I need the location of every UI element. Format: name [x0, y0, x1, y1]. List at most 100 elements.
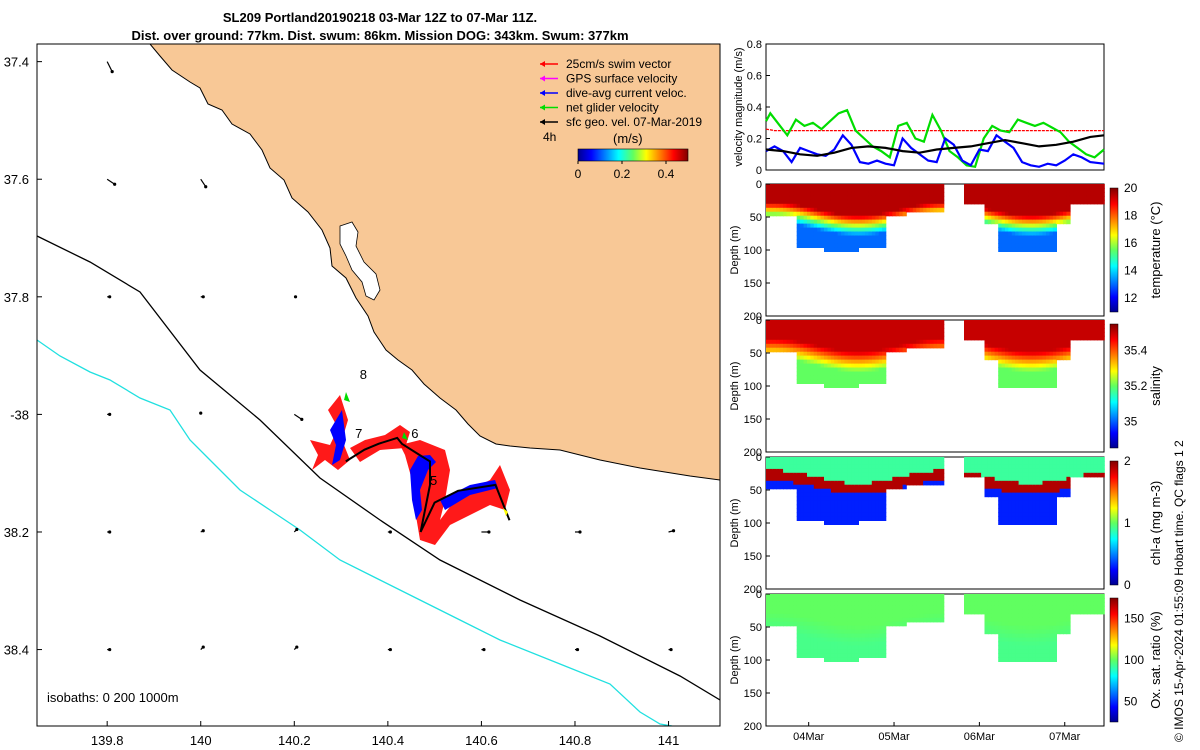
- profile-cell: [1032, 484, 1037, 490]
- profile-cell: [786, 188, 791, 193]
- profile-cell: [998, 480, 1003, 486]
- profile-cell: [861, 327, 866, 333]
- profile-cell: [854, 324, 859, 329]
- profile-cell: [919, 476, 924, 482]
- profile-cell: [861, 195, 866, 201]
- profile-cell: [929, 617, 935, 623]
- profile-cell: [858, 504, 863, 510]
- profile-cell: [1022, 320, 1027, 325]
- profile-cell: [1052, 645, 1057, 651]
- profile-cell: [933, 609, 938, 615]
- profile-cell: [800, 609, 805, 615]
- profile-cell: [807, 231, 812, 237]
- colorbar-tick-label: 0: [575, 167, 582, 181]
- profile-cell: [820, 343, 825, 349]
- profile-cell: [1039, 379, 1044, 384]
- profile-cell: [841, 504, 846, 510]
- profile-cell: [1046, 492, 1051, 498]
- profile-cell: [854, 476, 859, 482]
- profile-cell: [1028, 508, 1034, 514]
- profile-cell: [807, 641, 812, 647]
- profile-cell: [1001, 641, 1006, 647]
- profile-cell: [827, 347, 832, 353]
- profile-cell: [827, 195, 832, 201]
- profile-cell: [1049, 231, 1054, 237]
- profile-cell: [789, 605, 795, 611]
- profile-cell: [1005, 363, 1010, 369]
- profile-cell: [803, 605, 808, 611]
- profile-cell: [800, 331, 805, 337]
- profile-cell: [892, 464, 897, 470]
- profile-cell: [964, 331, 969, 337]
- profile-cell: [796, 195, 801, 201]
- map-y-tick-label: 37.8: [4, 290, 29, 305]
- profile-cell: [827, 468, 832, 474]
- profile-cell: [830, 598, 836, 603]
- profile-cell: [984, 320, 989, 325]
- profile-cell: [1028, 247, 1034, 252]
- profile-cell: [847, 598, 853, 603]
- profile-cell: [906, 320, 911, 325]
- profile-cell: [1046, 211, 1051, 217]
- profile-cell: [830, 247, 836, 252]
- profile-colorbar: [1109, 597, 1119, 723]
- profile-cell: [1056, 594, 1061, 599]
- profile-cell: [786, 472, 791, 478]
- profile-cell: [1035, 464, 1040, 470]
- profile-cell: [1032, 657, 1037, 662]
- profile-cell: [827, 633, 832, 639]
- profile-cell: [1063, 195, 1068, 201]
- profile-cell: [841, 492, 846, 498]
- profile-cell: [844, 355, 849, 361]
- profile-cell: [830, 488, 836, 494]
- profile-cell: [967, 188, 972, 193]
- profile-cell: [837, 641, 842, 647]
- profile-cell: [1015, 641, 1020, 647]
- profile-cell: [998, 598, 1003, 603]
- profile-cell: [1049, 598, 1054, 603]
- profile-cell: [824, 355, 829, 361]
- profile-cell: [1035, 191, 1040, 197]
- profile-cell: [1042, 641, 1047, 647]
- profile-cell: [858, 457, 863, 462]
- profile-cell: [837, 598, 842, 603]
- profile-cell: [1080, 605, 1085, 611]
- profile-cell: [970, 601, 975, 607]
- profile-cell: [844, 339, 849, 345]
- profile-cell: [851, 504, 856, 510]
- profile-cell: [1022, 457, 1027, 462]
- profile-cell: [1059, 468, 1064, 474]
- profile-cell: [830, 472, 836, 478]
- profile-cell: [789, 207, 795, 213]
- profile-cell: [1025, 476, 1030, 482]
- profile-cell: [926, 601, 931, 607]
- profile-cell: [830, 657, 836, 662]
- profile-cell: [1032, 235, 1037, 241]
- profile-cell: [1025, 379, 1030, 384]
- profile-cell: [875, 496, 880, 502]
- profile-cell: [1018, 472, 1023, 478]
- profile-cell: [841, 235, 846, 241]
- profile-cell: [861, 320, 866, 325]
- profile-cell: [1005, 227, 1010, 233]
- profile-cell: [974, 457, 979, 462]
- profile-cell: [1049, 468, 1054, 474]
- profile-cell: [933, 184, 938, 189]
- profile-cell: [909, 199, 914, 205]
- profile-cell: [1046, 324, 1051, 329]
- profile-cell: [1046, 484, 1051, 490]
- profile-cell: [1008, 464, 1013, 470]
- profile-cell: [803, 375, 808, 380]
- profile-cell: [793, 601, 798, 607]
- profile-cell: [1035, 492, 1040, 498]
- profile-cell: [868, 472, 873, 478]
- profile-cell: [1015, 657, 1020, 662]
- profile-cell: [1046, 617, 1051, 623]
- profile-cell: [1100, 191, 1105, 197]
- profile-cell: [899, 594, 904, 599]
- profile-cell: [1063, 629, 1068, 635]
- profile-cell: [1093, 320, 1098, 325]
- profile-cell: [1008, 653, 1013, 658]
- profile-cell: [916, 601, 921, 607]
